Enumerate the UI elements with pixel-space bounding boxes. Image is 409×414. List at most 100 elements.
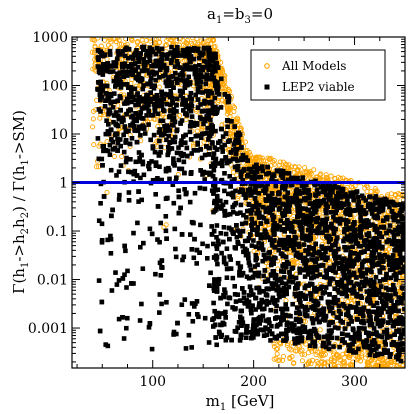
point-lep2-viable [376,288,382,293]
point-all-models [393,376,397,380]
point-all-models [319,359,325,366]
point-lep2-viable [366,333,371,339]
point-lep2-viable [115,71,120,77]
point-lep2-viable [126,190,132,195]
point-lep2-viable [364,218,370,223]
point-all-models [340,175,346,181]
point-lep2-viable [320,255,325,261]
point-lep2-viable [176,188,181,193]
point-lep2-viable [392,227,398,233]
point-all-models [189,37,196,41]
point-lep2-viable [267,249,272,255]
point-lep2-viable [395,213,401,218]
point-lep2-viable [165,152,170,158]
point-all-models [225,86,231,92]
point-lep2-viable [163,228,169,234]
point-all-models [292,348,299,354]
point-lep2-viable [313,178,318,184]
point-lep2-viable [206,54,211,59]
point-all-models [253,155,259,161]
point-lep2-viable [132,128,138,133]
point-lep2-viable [218,231,224,236]
point-all-models [284,165,290,171]
point-lep2-viable [297,191,303,196]
point-all-models [184,38,191,44]
point-lep2-viable [178,53,184,58]
point-all-models [93,164,100,170]
point-all-models [235,196,241,202]
point-all-models [280,353,287,360]
point-all-models [358,358,364,364]
data-points-layer [89,37,405,382]
point-lep2-viable [274,335,280,341]
point-lep2-viable [329,305,335,310]
point-lep2-viable [162,52,168,58]
point-lep2-viable [313,307,318,312]
point-all-models [363,366,368,368]
point-lep2-viable [141,83,146,88]
point-lep2-viable [300,230,305,235]
point-lep2-viable [223,337,229,343]
point-lep2-viable [186,103,191,108]
point-lep2-viable [140,266,146,271]
point-lep2-viable [367,288,372,293]
point-lep2-viable [296,220,301,225]
point-lep2-viable [350,341,355,347]
point-lep2-viable [289,175,295,181]
point-lep2-viable [350,244,355,250]
point-all-models [266,156,272,162]
point-lep2-viable [173,254,179,260]
point-lep2-viable [195,142,200,147]
point-lep2-viable [256,202,262,208]
point-lep2-viable [186,332,192,338]
point-lep2-viable [342,244,347,250]
point-all-models [222,121,228,127]
point-all-models [259,194,265,200]
point-lep2-viable [343,192,348,197]
point-lep2-viable [336,185,341,190]
point-lep2-viable [177,88,183,94]
point-lep2-viable [277,294,282,300]
point-lep2-viable [256,174,262,180]
point-lep2-viable [377,200,383,206]
point-lep2-viable [257,321,262,326]
point-lep2-viable [275,297,280,303]
point-lep2-viable [381,306,387,311]
point-lep2-viable [121,74,127,79]
point-all-models [265,155,271,161]
point-lep2-viable [383,285,389,291]
point-lep2-viable [310,320,316,326]
point-lep2-viable [181,108,186,113]
point-lep2-viable [278,205,283,211]
point-lep2-viable [269,212,275,218]
point-lep2-viable [297,266,302,272]
point-lep2-viable [98,201,103,206]
point-lep2-viable [303,221,309,226]
point-lep2-viable [110,105,116,110]
point-all-models [292,164,298,170]
point-lep2-viable [241,295,247,300]
point-lep2-viable [122,272,127,277]
point-lep2-viable [99,64,105,70]
point-lep2-viable [238,174,244,180]
point-lep2-viable [324,245,329,251]
chart-title: a1=b3=0 [207,5,273,26]
point-lep2-viable [168,60,174,66]
point-lep2-viable [296,254,301,259]
point-lep2-viable [390,253,396,258]
point-lep2-viable [336,290,342,295]
point-lep2-viable [279,269,284,274]
point-lep2-viable [118,95,123,101]
point-all-models [375,369,379,373]
point-all-models [400,378,404,382]
point-lep2-viable [271,300,277,305]
point-lep2-viable [358,210,363,215]
point-lep2-viable [369,211,375,216]
point-all-models [90,124,96,130]
point-all-models [289,354,295,360]
point-lep2-viable [142,131,148,136]
point-lep2-viable [323,249,328,255]
point-lep2-viable [133,97,138,103]
point-lep2-viable [362,242,368,248]
point-lep2-viable [166,150,171,155]
